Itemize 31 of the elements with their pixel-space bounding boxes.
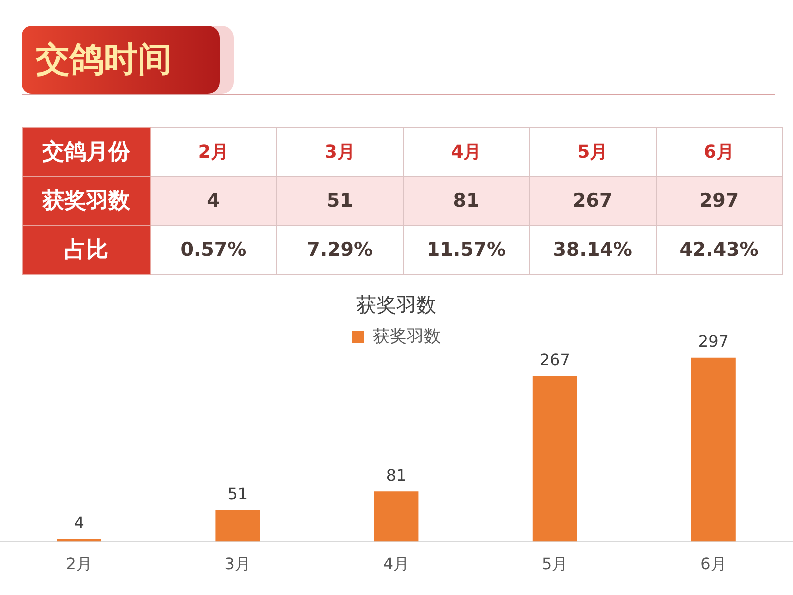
text: 获奖羽数	[22, 176, 150, 226]
text: 297	[656, 176, 782, 226]
text: 42.43%	[656, 226, 782, 274]
category-label: 3月	[324, 142, 356, 163]
data-label: 297	[698, 332, 729, 352]
x-tick-label: 5月	[542, 554, 568, 574]
data-label: 267	[540, 350, 570, 370]
legend-label: 获奖羽数	[372, 326, 441, 347]
text: 7.29%	[276, 226, 404, 274]
text: 81	[403, 176, 530, 226]
chart-subtitle: 获奖羽数	[356, 293, 436, 318]
text: 4	[150, 176, 277, 226]
data-label: 4	[74, 513, 84, 532]
text: 38.14%	[530, 226, 656, 274]
chart-title: 交鸽时间	[36, 39, 172, 82]
x-tick-label: 3月	[224, 554, 251, 574]
text: 267	[530, 176, 656, 226]
text: 11.57%	[403, 226, 530, 274]
text: 51	[276, 176, 404, 226]
category-label: 5月	[578, 142, 608, 163]
x-tick-label: 4月	[383, 554, 410, 574]
category-label: 4月	[451, 142, 482, 163]
text: 0.57%	[150, 226, 277, 274]
data-label: 81	[386, 466, 407, 485]
text: 占比	[22, 226, 150, 274]
x-tick-label: 6月	[700, 554, 727, 574]
category-label: 2月	[198, 142, 229, 163]
data-label: 51	[228, 484, 248, 504]
category-label: 6月	[704, 142, 735, 163]
x-tick-label: 2月	[66, 554, 92, 574]
text: 交鸽月份	[22, 128, 150, 176]
